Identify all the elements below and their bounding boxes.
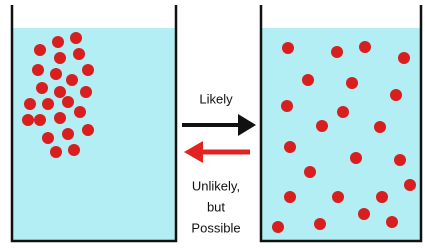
particle: [374, 121, 386, 133]
particle: [70, 32, 82, 44]
particle: [284, 141, 296, 153]
particle: [36, 82, 48, 94]
reverse-arrowhead: [184, 141, 203, 163]
particle: [62, 96, 74, 108]
particle: [281, 100, 293, 112]
particle: [54, 112, 66, 124]
particle: [394, 154, 406, 166]
particle: [62, 128, 74, 140]
particle: [54, 52, 66, 64]
particle: [272, 221, 284, 233]
particle: [314, 218, 326, 230]
particle: [376, 191, 388, 203]
particle: [82, 124, 94, 136]
particle: [304, 166, 316, 178]
reverse-label: Possible: [191, 220, 240, 235]
particle: [386, 216, 398, 228]
particle: [284, 191, 296, 203]
water: [12, 28, 176, 241]
particle: [42, 98, 54, 110]
particle: [34, 114, 46, 126]
particle: [331, 46, 343, 58]
particle: [68, 144, 80, 156]
particle: [50, 68, 62, 80]
particle: [302, 74, 314, 86]
particle: [50, 146, 62, 158]
particle: [73, 48, 85, 60]
forward-label: Likely: [199, 91, 233, 106]
particle: [350, 152, 362, 164]
particle: [332, 191, 344, 203]
particle: [52, 36, 64, 48]
particle: [282, 42, 294, 54]
particle: [80, 86, 92, 98]
particle: [337, 106, 349, 118]
particle: [398, 52, 410, 64]
particle: [34, 44, 46, 56]
particle: [74, 106, 86, 118]
particle: [24, 98, 36, 110]
particle: [359, 41, 371, 53]
forward-arrowhead: [238, 114, 256, 136]
particle: [346, 77, 358, 89]
particle: [22, 114, 34, 126]
particle: [390, 89, 402, 101]
particle: [42, 132, 54, 144]
reverse-label: but: [207, 199, 225, 214]
water: [261, 28, 421, 241]
diagram: Likely Unlikely, but Possible: [0, 0, 425, 248]
particle: [404, 179, 416, 191]
particle: [358, 208, 370, 220]
particle: [32, 64, 44, 76]
particle: [66, 74, 78, 86]
particle: [82, 64, 94, 76]
particle: [316, 120, 328, 132]
particle: [54, 86, 66, 98]
reverse-label: Unlikely,: [192, 178, 240, 193]
